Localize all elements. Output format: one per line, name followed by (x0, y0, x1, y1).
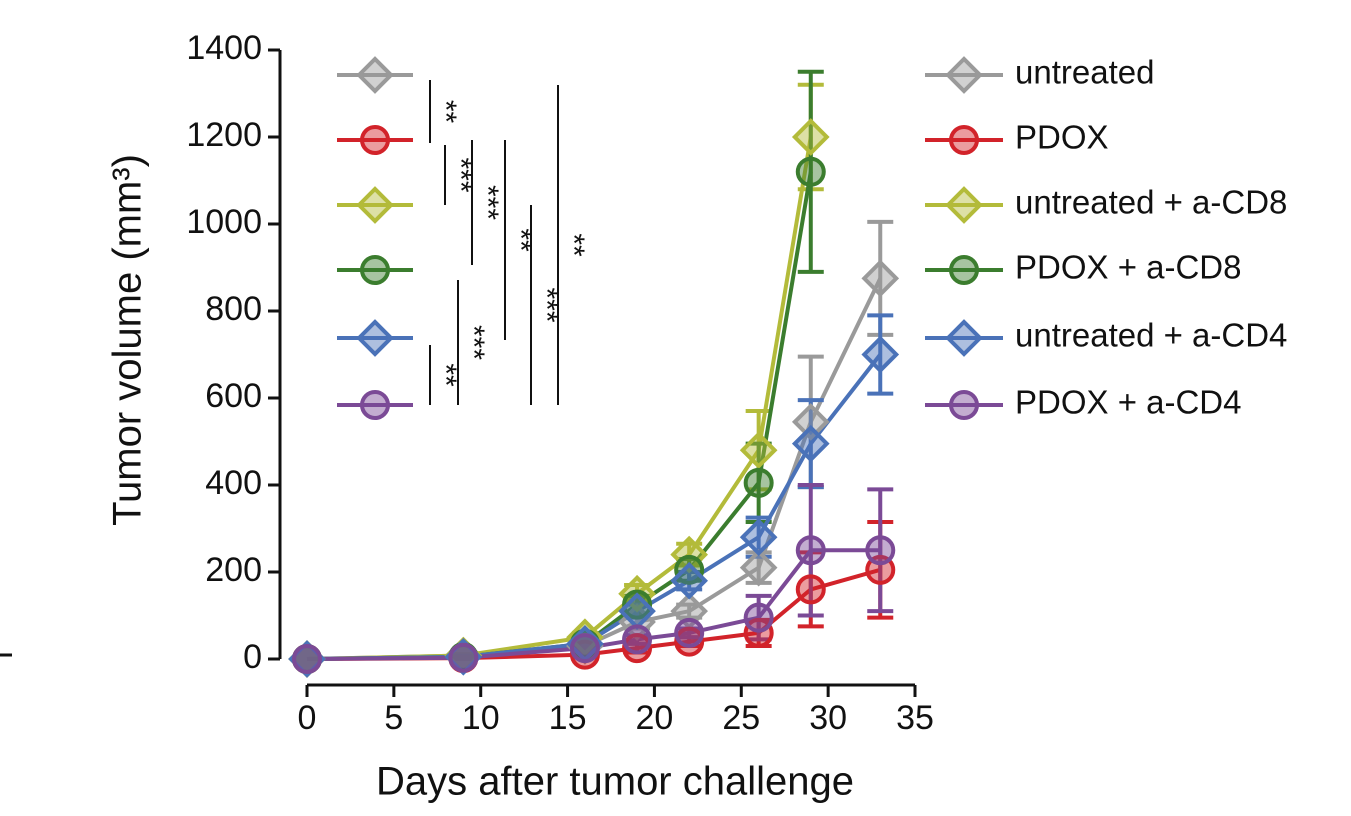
y-tick-label: 200 (205, 551, 262, 589)
y-tick-label: 400 (205, 464, 262, 502)
y-tick-label: 1200 (186, 116, 262, 154)
significance-stars: ** (557, 233, 590, 257)
data-point (795, 535, 826, 566)
data-point (618, 592, 656, 630)
data-point (743, 617, 774, 648)
data-point (791, 424, 830, 463)
error-bar (867, 487, 894, 614)
legend-label: PDOX (1015, 119, 1109, 156)
series-line (306, 353, 882, 661)
data-point (566, 618, 604, 657)
legend-label: PDOX + a-CD4 (1015, 384, 1242, 421)
significance-stars: ** (429, 100, 462, 124)
error-bar (450, 654, 477, 661)
significance-stars: ** (429, 363, 462, 387)
data-point (861, 259, 900, 298)
data-point (622, 589, 653, 620)
data-point (865, 535, 896, 566)
legend-marker (945, 56, 983, 94)
data-point (743, 467, 774, 498)
legend-marker (356, 56, 394, 94)
y-tick-label: 1000 (186, 203, 262, 241)
legend-marker (949, 390, 979, 420)
legend-marker (945, 186, 983, 224)
legend-marker (360, 390, 390, 420)
data-point (795, 156, 826, 187)
error-bar (867, 313, 894, 396)
legend-label: untreated + a-CD4 (1015, 317, 1287, 354)
data-point (292, 644, 322, 674)
data-point (670, 561, 708, 600)
data-point (739, 518, 778, 557)
data-point (743, 602, 774, 633)
error-bar (797, 483, 824, 618)
data-point (448, 642, 479, 673)
legend-label: PDOX + a-CD8 (1015, 249, 1242, 286)
significance-stars: ** (504, 228, 537, 252)
y-tick-label: 600 (205, 377, 262, 415)
legend-marker (360, 125, 390, 155)
y-tick-label: 0 (243, 638, 262, 676)
data-point (670, 535, 708, 574)
data-point (569, 633, 600, 664)
legend-label: untreated (1015, 54, 1154, 91)
data-point (674, 554, 705, 585)
legend-label: untreated + a-CD8 (1015, 184, 1287, 221)
data-point (622, 633, 653, 664)
data-point (861, 335, 900, 374)
data-point (739, 548, 778, 587)
data-point (674, 617, 705, 648)
y-tick-label: 800 (205, 290, 262, 328)
y-tick-label: 1400 (186, 29, 262, 67)
legend-marker (945, 319, 983, 357)
x-tick-label: 15 (549, 699, 587, 737)
data-point (622, 624, 653, 655)
x-tick-label: 25 (722, 699, 760, 737)
y-axis-label: Tumor volume (mm³) (106, 154, 150, 526)
error-bar (797, 69, 824, 274)
x-tick-label: 0 (298, 699, 317, 737)
data-point (791, 118, 830, 156)
data-point (674, 626, 705, 657)
x-tick-label: 35 (896, 699, 934, 737)
x-tick-label: 10 (462, 699, 500, 737)
legend-marker (360, 255, 390, 285)
legend-marker (949, 255, 979, 285)
data-point (739, 431, 778, 470)
legend-marker (356, 319, 394, 357)
x-tick-label: 30 (809, 699, 847, 737)
x-tick-label: 5 (384, 699, 403, 737)
legend-marker (949, 125, 979, 155)
significance-stars: *** (471, 185, 504, 220)
x-tick-label: 20 (636, 699, 674, 737)
legend-marker (356, 186, 394, 224)
significance-stars: *** (457, 325, 490, 360)
x-axis-label: Days after tumor challenge (376, 760, 854, 804)
data-point (795, 574, 826, 605)
